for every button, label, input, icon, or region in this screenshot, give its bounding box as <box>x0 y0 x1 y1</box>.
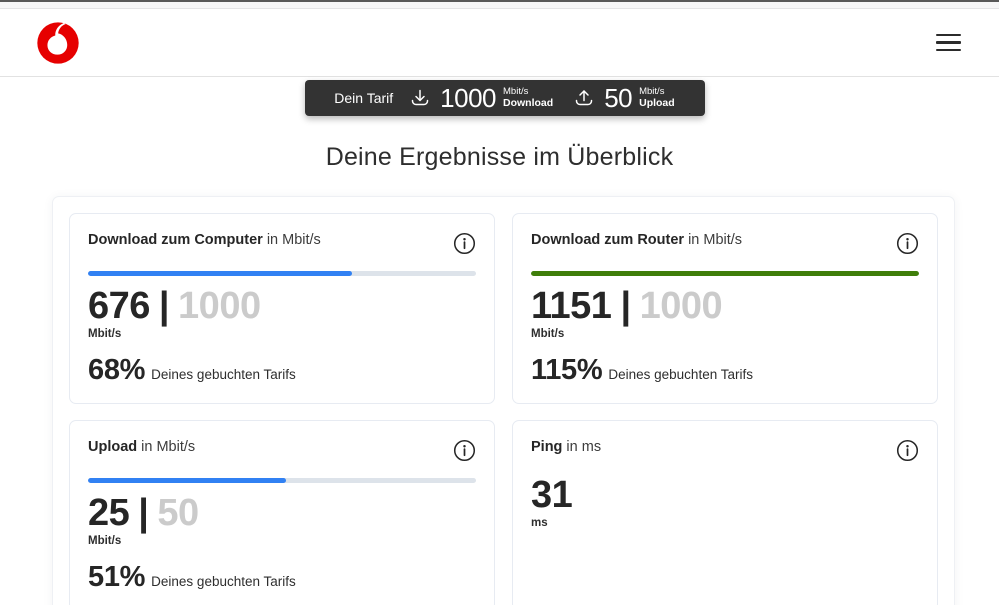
card-title-suffix: in Mbit/s <box>688 232 743 248</box>
tariff-upload-unit: Mbit/s <box>639 85 665 97</box>
tariff-value: 1000 <box>639 285 723 327</box>
tariff-label: Dein Tarif <box>334 90 394 106</box>
percent-value: 51% <box>88 561 146 593</box>
percent-line: 51% Deines gebuchten Tarifs <box>88 561 476 594</box>
card-head: Download zum Router in Mbit/s <box>531 232 919 255</box>
card-title-suffix: in Mbit/s <box>266 232 321 248</box>
tariff-download-value: 1000 <box>440 82 497 113</box>
percent-value: 68% <box>88 354 146 386</box>
result-value-line: 31 <box>531 476 919 514</box>
card-title: Download zum Router in Mbit/s <box>531 232 742 248</box>
value-unit: Mbit/s <box>88 328 122 340</box>
vodafone-logo[interactable] <box>36 21 80 65</box>
tariff-upload-value: 50 <box>604 82 633 113</box>
results-grid: Download zum Computer in Mbit/s 676 | 1000 … <box>53 197 954 605</box>
result-value-line: 1151 | 1000 <box>531 287 919 325</box>
percent-label: Deines gebuchten Tarifs <box>151 367 296 382</box>
tariff-bar-wrapper: Dein Tarif 1000 Mbit/s Download 50 Mbit/… <box>0 80 999 116</box>
measured-value: 25 <box>88 492 130 534</box>
value-unit: Mbit/s <box>88 535 122 547</box>
card-upload: Upload in Mbit/s 25 | 50 Mbit/s 51% Deines … <box>69 420 495 605</box>
percent-label: Deines gebuchten Tarifs <box>151 574 296 589</box>
card-head: Ping in ms <box>531 439 919 462</box>
card-title-main: Upload <box>88 439 138 455</box>
info-icon[interactable] <box>896 232 919 255</box>
tariff-upload-unit-block: Mbit/s Upload <box>639 85 675 110</box>
card-title-main: Download zum Computer <box>88 232 263 248</box>
progress-track <box>88 271 476 276</box>
info-icon[interactable] <box>453 439 476 462</box>
card-title: Upload in Mbit/s <box>88 439 195 455</box>
card-title: Download zum Computer in Mbit/s <box>88 232 321 248</box>
window-top-edge <box>0 0 999 9</box>
measured-value: 1151 <box>531 285 612 327</box>
progress-track <box>88 478 476 483</box>
card-title: Ping in ms <box>531 439 601 455</box>
tariff-value: 50 <box>157 492 199 534</box>
card-ping: Ping in ms 31 ms <box>512 420 938 605</box>
menu-icon[interactable] <box>934 30 963 56</box>
result-value-line: 25 | 50 <box>88 494 476 532</box>
value-separator: | <box>620 285 631 327</box>
progress-fill <box>88 271 352 276</box>
card-head: Upload in Mbit/s <box>88 439 476 462</box>
value-separator: | <box>138 492 149 534</box>
measured-value: 676 <box>88 285 150 327</box>
percent-label: Deines gebuchten Tarifs <box>608 367 753 382</box>
percent-value: 115% <box>531 354 603 386</box>
card-download-router: Download zum Router in Mbit/s 1151 | 1000 M… <box>512 213 938 404</box>
header <box>0 9 999 77</box>
tariff-bar: Dein Tarif 1000 Mbit/s Download 50 Mbit/… <box>304 80 705 116</box>
progress-fill <box>88 478 286 483</box>
menu-bar <box>936 33 961 37</box>
info-icon[interactable] <box>453 232 476 255</box>
card-download-computer: Download zum Computer in Mbit/s 676 | 1000 … <box>69 213 495 404</box>
percent-line: 68% Deines gebuchten Tarifs <box>88 354 476 387</box>
tariff-download-label: Download <box>503 97 554 110</box>
tariff-download-unit-block: Mbit/s Download <box>503 85 554 110</box>
info-icon[interactable] <box>896 439 919 462</box>
progress-fill <box>531 271 919 276</box>
tariff-download-unit: Mbit/s <box>503 85 529 97</box>
card-head: Download zum Computer in Mbit/s <box>88 232 476 255</box>
card-title-main: Download zum Router <box>531 232 685 248</box>
menu-bar <box>936 48 961 52</box>
result-value-line: 676 | 1000 <box>88 287 476 325</box>
progress-track <box>531 271 919 276</box>
download-icon <box>411 89 429 106</box>
value-unit: ms <box>531 517 548 529</box>
tariff-upload-label: Upload <box>639 97 675 110</box>
upload-icon <box>575 90 593 106</box>
card-title-suffix: in ms <box>566 439 602 455</box>
percent-line: 115% Deines gebuchten Tarifs <box>531 354 919 387</box>
value-separator: | <box>158 285 170 327</box>
tariff-value: 1000 <box>178 285 261 327</box>
card-title-suffix: in Mbit/s <box>141 439 196 455</box>
page-title: Deine Ergebnisse im Überblick <box>325 143 674 171</box>
menu-bar <box>936 41 961 44</box>
measured-value: 31 <box>531 474 573 516</box>
card-title-main: Ping <box>531 439 563 455</box>
results-panel: Download zum Computer in Mbit/s 676 | 1000 … <box>52 196 955 605</box>
value-unit: Mbit/s <box>531 328 565 340</box>
